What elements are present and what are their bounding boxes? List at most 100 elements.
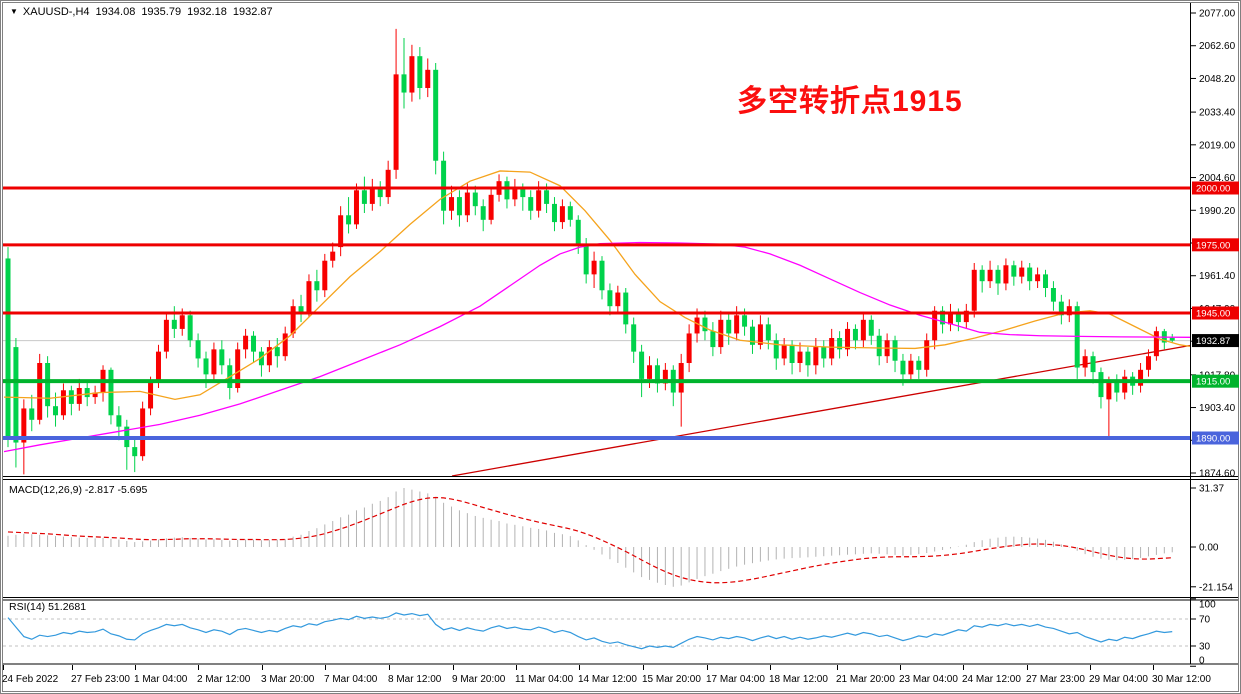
price-badge-label: 1975.00 (1196, 240, 1230, 251)
ohlc-high: 1935.79 (141, 6, 182, 18)
candle-body (140, 408, 146, 457)
price-badge-label: 1932.87 (1196, 336, 1230, 347)
price-badge-rect (1192, 181, 1239, 195)
price-badge-label: 1945.00 (1196, 309, 1230, 320)
candle-body (1122, 376, 1128, 393)
candle-body (163, 319, 169, 352)
candle-body (623, 292, 629, 325)
candle-body (908, 360, 914, 375)
candle-body (298, 306, 304, 314)
rsi-tick-label: 0 (1199, 656, 1205, 667)
candle-body (686, 333, 692, 364)
candle-body (464, 192, 470, 216)
price-badge-1975.00: 1975.00 (1192, 238, 1239, 252)
candle-body (742, 315, 748, 327)
time-tick-label: 11 Mar 04:00 (515, 674, 574, 685)
macd-histogram (7, 487, 1173, 587)
candle-body (417, 56, 423, 88)
candle-body (21, 408, 27, 443)
price-tick-label: 2019.00 (1199, 140, 1236, 151)
rsi-label: RSI(14) 51.2681 (9, 601, 87, 613)
candle-body (797, 351, 803, 364)
candle-body (92, 392, 98, 398)
candle-body (876, 335, 882, 357)
candle-body (702, 317, 708, 332)
candle-body (377, 188, 383, 198)
candle-body (1169, 337, 1175, 341)
candle-body (76, 388, 82, 404)
candle-body (567, 206, 573, 220)
macd-axis: 31.37 0.00 -21.154 (1190, 483, 1233, 593)
candle-body (266, 347, 272, 366)
candle-body (211, 349, 217, 375)
rsi-pane: 100 70 30 0 (3, 598, 1216, 667)
macd-signal-line (7, 496, 1173, 584)
price-badge-1945.00: 1945.00 (1192, 306, 1239, 320)
candle-body (639, 351, 645, 379)
annotation-text[interactable]: 多空转折点1915 (737, 85, 963, 118)
candle-body (892, 340, 898, 361)
candle-body (472, 192, 478, 207)
candle-body (789, 344, 795, 364)
candle-body (148, 381, 154, 409)
candle-body (963, 310, 969, 323)
macd-tick-label: -21.154 (1199, 582, 1233, 593)
price-axis[interactable]: 2077.00 2062.60 2048.20 2033.40 2019.00 2004.… (1190, 8, 1239, 480)
macd-tick-label: 0.00 (1199, 543, 1219, 554)
time-tick-label: 18 Mar 12:00 (769, 674, 828, 685)
candle-body (583, 244, 589, 275)
candle-body (1043, 274, 1049, 289)
time-tick-label: 3 Mar 20:00 (261, 674, 315, 685)
time-tick-label: 1 Mar 04:00 (134, 674, 188, 685)
candle-body (940, 310, 946, 325)
candle-body (868, 319, 874, 336)
ohlc-low: 1932.18 (187, 6, 227, 18)
candle-body (235, 349, 241, 389)
candle-body (1027, 267, 1033, 282)
candle-body (274, 347, 280, 357)
candle-body (330, 251, 336, 261)
candle-body (987, 269, 993, 282)
candle-body (1106, 381, 1112, 400)
candle-body (338, 215, 344, 248)
time-tick-label: 9 Mar 20:00 (452, 674, 506, 685)
candle-body (757, 324, 763, 345)
price-badge-label: 1890.00 (1196, 434, 1230, 445)
candle-body (251, 335, 257, 352)
candle-body (456, 197, 462, 216)
candle-body (1019, 267, 1025, 277)
time-axis[interactable]: 24 Feb 2022 27 Feb 23:00 1 Mar 04:00 2 Mar … (2, 665, 1211, 685)
symbol-header: ▼ XAUUSD-,H4 1934.08 1935.79 1932.18 1932.87 (10, 6, 279, 18)
candle-body (84, 388, 90, 398)
price-tick-label: 1961.40 (1199, 271, 1236, 282)
candle-body (409, 56, 415, 93)
candle-body (187, 315, 193, 341)
candle-body (353, 190, 359, 225)
candle-body (528, 197, 534, 211)
trendline[interactable] (451, 344, 1191, 477)
price-badge-label: 2000.00 (1196, 184, 1230, 195)
candle-body (900, 360, 906, 375)
candle-body (385, 169, 391, 198)
collapse-triangle-icon[interactable]: ▼ (10, 7, 18, 16)
time-tick-label: 7 Mar 04:00 (324, 674, 378, 685)
candle-body (678, 363, 684, 393)
candle-body (1066, 306, 1072, 316)
candle-body (314, 281, 320, 291)
candle-body (1003, 265, 1009, 284)
candle-body (607, 290, 613, 307)
candle-body (219, 349, 225, 366)
candle-body (369, 188, 375, 204)
candle-body (575, 219, 581, 245)
candle-body (916, 360, 922, 370)
candle-body (488, 194, 494, 220)
time-tick-label: 15 Mar 20:00 (642, 674, 701, 685)
candle-body (1011, 265, 1017, 277)
candle-body (1050, 288, 1056, 302)
candle-body (13, 347, 19, 443)
rsi-tick-label: 30 (1199, 642, 1211, 653)
candle-body (845, 328, 851, 350)
candle-body (361, 190, 367, 204)
